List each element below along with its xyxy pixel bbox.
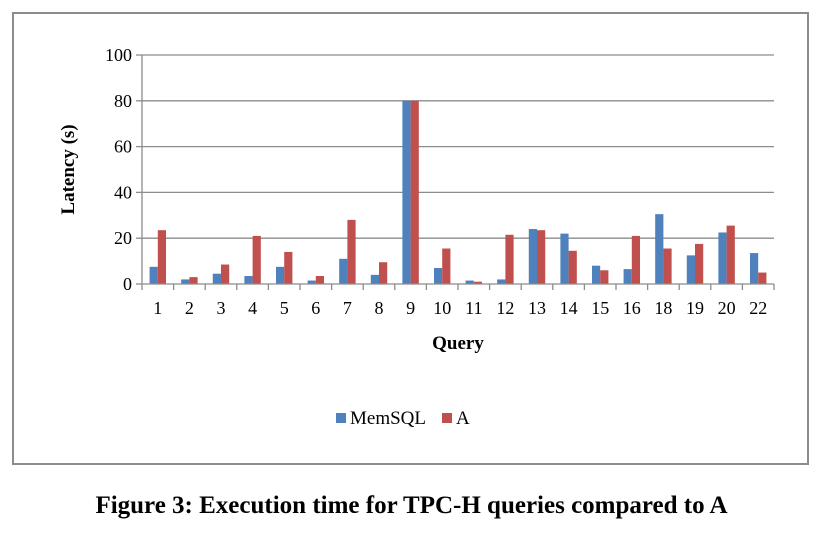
bar-memsql-q11 — [465, 280, 474, 284]
bar-a-q2 — [189, 277, 198, 284]
bar-a-q13 — [537, 230, 546, 284]
x-tick-label-7: 7 — [343, 298, 352, 318]
bar-memsql-q22 — [749, 253, 759, 284]
bar-a-q20 — [726, 225, 735, 284]
y-tick-label-0: 0 — [123, 274, 132, 294]
x-tick-label-3: 3 — [217, 298, 226, 318]
bar-memsql-q10 — [433, 267, 443, 284]
y-tick-label-80: 80 — [114, 91, 132, 111]
x-tick-label-14: 14 — [560, 298, 578, 318]
x-tick-label-10: 10 — [433, 298, 451, 318]
y-tick-label-20: 20 — [114, 228, 132, 248]
bar-a-q12 — [505, 234, 514, 284]
bar-a-q5 — [284, 251, 293, 284]
bar-a-q19 — [695, 243, 704, 284]
bar-a-q14 — [568, 250, 577, 284]
bar-memsql-q18 — [655, 214, 664, 284]
x-tick-label-1: 1 — [153, 298, 162, 318]
x-tick-label-9: 9 — [406, 298, 415, 318]
x-tick-label-11: 11 — [465, 298, 482, 318]
x-tick-label-20: 20 — [718, 298, 736, 318]
x-tick-label-6: 6 — [311, 298, 320, 318]
bar-memsql-q3 — [212, 273, 221, 284]
bar-memsql-q6 — [307, 280, 316, 284]
legend-label-memsql: MemSQL — [350, 408, 426, 429]
grid-layer — [142, 54, 774, 239]
x-tick-label-8: 8 — [375, 298, 384, 318]
chart-frame: 0 20 40 60 80 100 1 2 3 4 5 6 7 8 9 10 11 12 13 14 15 16 18 19 2… — [12, 12, 809, 465]
bar-memsql-q20 — [718, 232, 727, 284]
legend-label-a: A — [456, 408, 470, 429]
bar-memsql-q9 — [402, 100, 411, 284]
bar-a-q22 — [758, 272, 767, 284]
bar-memsql-q7 — [339, 258, 348, 284]
bar-memsql-q4 — [244, 275, 253, 284]
bar-layer — [149, 100, 767, 284]
bar-memsql-q5 — [275, 266, 285, 284]
bar-memsql-q19 — [686, 255, 695, 284]
figure-caption: Figure 3: Execution time for TPC-H queri… — [95, 492, 728, 519]
x-tick-label-13: 13 — [528, 298, 546, 318]
bar-a-q3 — [221, 264, 230, 284]
bar-memsql-q16 — [623, 269, 632, 284]
bar-a-q6 — [315, 275, 325, 284]
bar-memsql-q1 — [149, 266, 158, 284]
legend-swatch-memsql — [336, 413, 346, 423]
bar-memsql-q2 — [181, 279, 190, 284]
bar-a-q9 — [410, 100, 419, 284]
bar-memsql-q13 — [528, 229, 537, 284]
y-tick-label-100: 100 — [105, 45, 132, 65]
y-axis-title: Latency (s) — [58, 124, 79, 214]
bar-a-q1 — [157, 230, 167, 284]
x-tick-label-15: 15 — [591, 298, 609, 318]
x-axis-title: Query — [432, 333, 484, 354]
legend: MemSQL A — [336, 408, 470, 429]
x-tick-label-16: 16 — [623, 298, 641, 318]
bar-a-q8 — [379, 262, 388, 284]
bar-a-q16 — [631, 235, 641, 284]
x-tick-label-5: 5 — [280, 298, 289, 318]
y-tick-label-60: 60 — [114, 137, 132, 157]
bar-memsql-q15 — [591, 265, 601, 284]
bar-a-q10 — [442, 248, 451, 284]
bar-a-q18 — [663, 248, 672, 284]
bar-memsql-q8 — [370, 274, 379, 284]
legend-swatch-a — [442, 413, 452, 423]
x-tick-label-2: 2 — [185, 298, 194, 318]
x-tick-label-19: 19 — [686, 298, 704, 318]
bar-a-q4 — [252, 235, 261, 284]
bar-a-q15 — [600, 270, 609, 284]
y-tick-label-40: 40 — [114, 182, 132, 202]
bar-memsql-q12 — [497, 279, 506, 284]
x-tick-label-4: 4 — [248, 298, 257, 318]
bar-memsql-q14 — [560, 233, 569, 284]
axis-layer — [136, 54, 775, 290]
x-tick-label-22: 22 — [749, 298, 767, 318]
bar-a-q7 — [347, 219, 356, 284]
x-tick-label-12: 12 — [496, 298, 514, 318]
x-tick-label-18: 18 — [654, 298, 672, 318]
bar-a-q11 — [473, 281, 483, 284]
